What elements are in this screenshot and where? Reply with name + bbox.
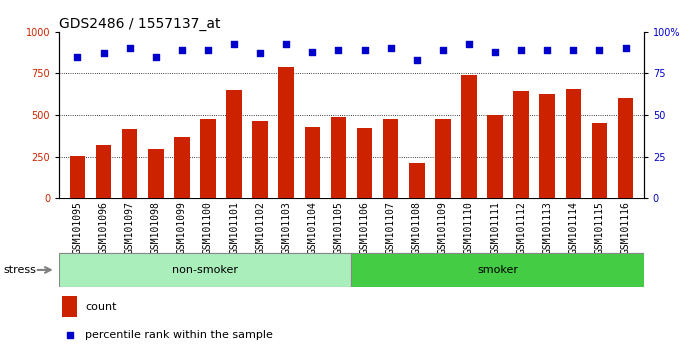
Bar — [200, 119, 216, 198]
Point — [333, 47, 344, 53]
Text: GSM101096: GSM101096 — [99, 201, 109, 254]
Text: GSM101095: GSM101095 — [72, 201, 82, 254]
Text: GSM101104: GSM101104 — [308, 201, 317, 254]
Point — [568, 47, 579, 53]
Bar — [226, 90, 242, 198]
Point — [255, 51, 266, 56]
Bar — [122, 129, 138, 198]
Text: GSM101098: GSM101098 — [151, 201, 161, 254]
Bar — [148, 149, 164, 198]
Bar — [618, 98, 633, 198]
Bar — [96, 145, 111, 198]
Text: GSM101099: GSM101099 — [177, 201, 187, 254]
Point — [307, 49, 318, 55]
Point — [98, 51, 109, 56]
Point — [516, 47, 527, 53]
Text: non-smoker: non-smoker — [173, 265, 238, 275]
Bar — [331, 117, 347, 198]
Bar — [253, 121, 268, 198]
Bar — [70, 156, 86, 198]
Bar — [357, 129, 372, 198]
Point — [489, 49, 500, 55]
Bar — [278, 67, 294, 198]
Text: GSM101110: GSM101110 — [464, 201, 474, 254]
Bar — [409, 163, 425, 198]
Bar — [62, 296, 77, 317]
Text: count: count — [86, 302, 117, 312]
Text: GSM101097: GSM101097 — [125, 201, 134, 254]
Point — [385, 46, 396, 51]
Point — [150, 54, 161, 59]
Text: GSM101101: GSM101101 — [229, 201, 239, 254]
Bar — [539, 94, 555, 198]
Bar — [487, 115, 503, 198]
Bar — [383, 119, 398, 198]
Point — [280, 41, 292, 46]
Text: stress: stress — [3, 265, 36, 275]
Text: GSM101115: GSM101115 — [594, 201, 604, 254]
Text: GSM101106: GSM101106 — [360, 201, 370, 254]
Bar — [305, 127, 320, 198]
Text: GSM101102: GSM101102 — [255, 201, 265, 254]
Text: GSM101107: GSM101107 — [386, 201, 395, 254]
Point — [620, 46, 631, 51]
Text: GSM101112: GSM101112 — [516, 201, 526, 254]
Point — [64, 333, 75, 338]
Text: GSM101113: GSM101113 — [542, 201, 552, 254]
Bar — [435, 119, 451, 198]
Text: GSM101105: GSM101105 — [333, 201, 343, 254]
Point — [72, 54, 83, 59]
Point — [124, 46, 135, 51]
Bar — [174, 137, 189, 198]
Point — [464, 41, 475, 46]
Bar — [592, 122, 608, 198]
Text: GSM101116: GSM101116 — [621, 201, 631, 254]
Text: GSM101100: GSM101100 — [203, 201, 213, 254]
Text: GSM101103: GSM101103 — [281, 201, 291, 254]
Text: GSM101108: GSM101108 — [412, 201, 422, 254]
Point — [411, 57, 422, 63]
Text: GDS2486 / 1557137_at: GDS2486 / 1557137_at — [59, 17, 221, 31]
Bar — [351, 253, 644, 287]
Text: GSM101109: GSM101109 — [438, 201, 448, 254]
Bar — [461, 75, 477, 198]
Bar — [565, 89, 581, 198]
Text: smoker: smoker — [477, 265, 518, 275]
Point — [203, 47, 214, 53]
Bar — [59, 253, 351, 287]
Point — [437, 47, 448, 53]
Point — [359, 47, 370, 53]
Point — [176, 47, 187, 53]
Text: percentile rank within the sample: percentile rank within the sample — [86, 330, 274, 341]
Text: GSM101111: GSM101111 — [490, 201, 500, 254]
Bar — [514, 91, 529, 198]
Point — [594, 47, 605, 53]
Text: GSM101114: GSM101114 — [569, 201, 578, 254]
Point — [541, 47, 553, 53]
Point — [228, 41, 239, 46]
